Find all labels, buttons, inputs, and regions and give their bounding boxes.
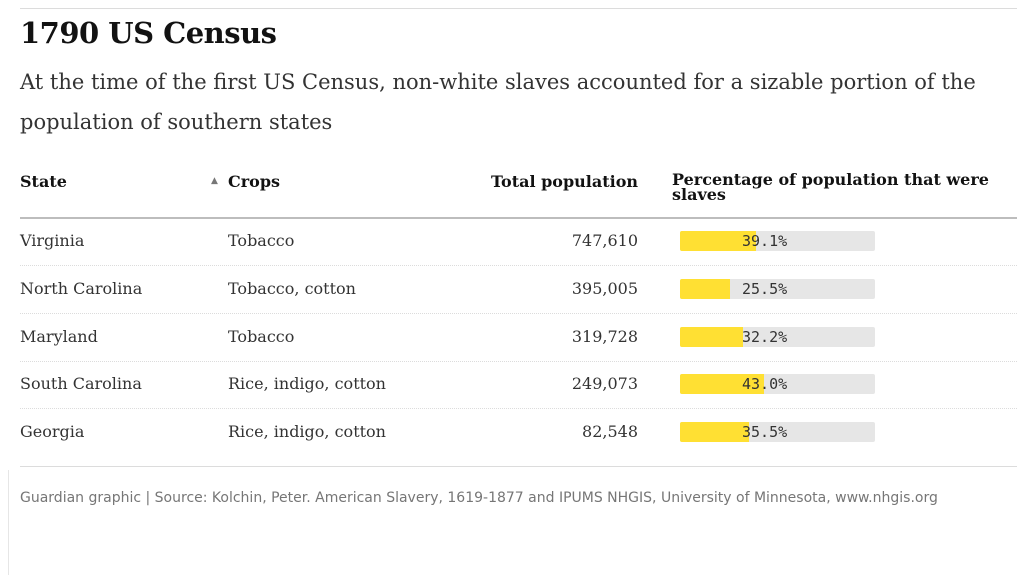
column-header[interactable]: Total population — [490, 172, 638, 191]
percent-bar — [680, 326, 743, 347]
bottom-rule — [20, 466, 1017, 467]
row-separator — [20, 265, 1017, 266]
column-header[interactable]: Crops — [228, 172, 281, 191]
population-cell: 747,610 — [571, 231, 638, 250]
crops-cell: Tobacco — [228, 231, 295, 250]
header-rule — [20, 217, 1017, 219]
top-rule — [20, 8, 1017, 9]
crops-cell: Tobacco, cotton — [228, 278, 356, 298]
percent-label: 25.5% — [742, 279, 788, 298]
state-cell: Virginia — [20, 231, 85, 250]
percent-bar — [680, 422, 750, 442]
bar-track — [680, 278, 875, 299]
crops-cell: Rice, indigo, cotton — [228, 422, 386, 441]
state-cell: North Carolina — [20, 278, 143, 298]
percent-bar — [680, 374, 764, 395]
title: 1790 US Census — [20, 16, 277, 50]
crops-cell: Rice, indigo, cotton — [228, 374, 386, 394]
bar-track — [680, 326, 875, 347]
row-separator — [20, 408, 1017, 410]
subtitle: At the time of the first US Census, non-… — [20, 70, 976, 134]
column-header[interactable]: State — [20, 172, 67, 191]
percent-label: 39.1% — [742, 232, 788, 250]
population-cell: 319,728 — [571, 326, 638, 346]
state-cell: Georgia — [20, 422, 85, 441]
percent-bar — [680, 278, 730, 299]
row-separator — [20, 312, 1017, 314]
bar-track — [680, 422, 875, 442]
population-cell: 395,005 — [571, 278, 638, 298]
left-rule — [8, 470, 9, 575]
bar-track — [680, 231, 875, 251]
sort-arrow: ▲ — [211, 176, 218, 186]
percent-label: 43.0% — [742, 375, 788, 394]
bar-track — [680, 374, 875, 395]
state-cell: Maryland — [20, 326, 98, 346]
population-cell: 249,073 — [571, 374, 638, 394]
population-cell: 82,548 — [582, 422, 638, 441]
percent-label: 35.5% — [742, 423, 788, 441]
row-separator — [20, 360, 1017, 362]
state-cell: South Carolina — [20, 374, 142, 394]
footer: Guardian graphic | Source: Kolchin, Pete… — [20, 490, 938, 506]
percent-label: 32.2% — [742, 327, 788, 346]
crops-cell: Tobacco — [228, 326, 295, 346]
column-header[interactable]: Percentage of population that were slave… — [672, 170, 989, 204]
percent-bar — [680, 231, 757, 251]
